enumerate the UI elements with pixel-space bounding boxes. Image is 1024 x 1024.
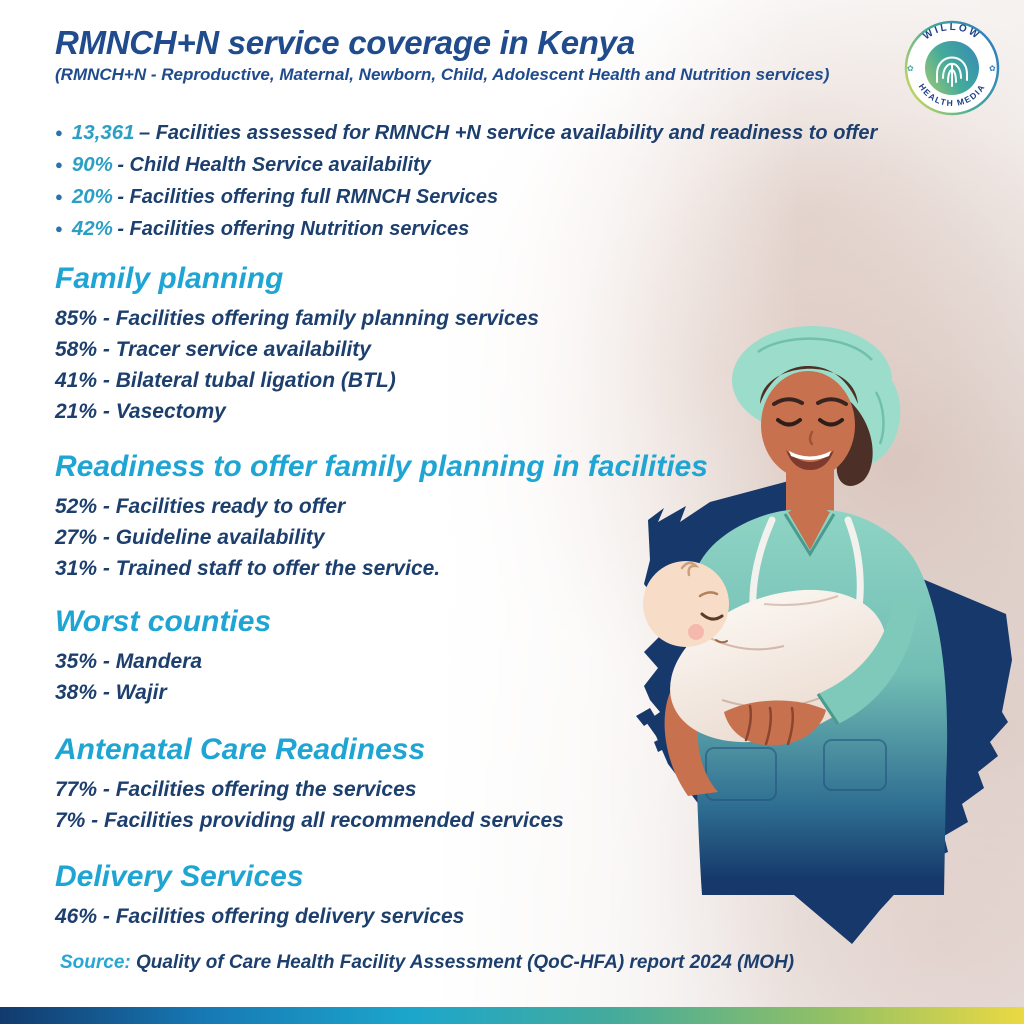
section-readiness-family-planning: Readiness to offer family planning in fa… [55,450,755,584]
logo-leaf-right-icon: ✿ [989,64,996,73]
section-item: 21% - Vasectomy [55,400,226,423]
section-item: 85% - Facilities offering family plannin… [55,307,539,330]
section-heading: Antenatal Care Readiness [55,733,426,766]
bullet-dot-icon: ● [55,125,63,140]
stat-value: 13,361 [71,121,135,144]
page-title: RMNCH+N service coverage in Kenya [55,24,635,61]
key-stat-row: ● 13,361 – Facilities assessed for RMNCH… [55,118,935,150]
section-worst-counties: Worst counties 35% - Mandera 38% - Wajir [55,605,755,708]
stat-value: 90% [71,153,113,176]
section-item: 27% - Guideline availability [55,526,325,549]
bullet-dot-icon: ● [55,189,63,204]
section-item: 7% - Facilities providing all recommende… [55,809,564,832]
section-antenatal-care: Antenatal Care Readiness 77% - Facilitie… [55,733,755,836]
bullet-dot-icon: ● [55,221,63,236]
key-stats-list: ● 13,361 – Facilities assessed for RMNCH… [55,118,935,246]
header: RMNCH+N service coverage in Kenya (RMNCH… [55,24,915,85]
section-heading: Worst counties [55,605,272,638]
section-item: 77% - Facilities offering the services [55,778,417,801]
key-stat-row: ● 42% - Facilities offering Nutrition se… [55,214,935,246]
stat-label: - Facilities offering Nutrition services [117,218,470,240]
stat-label: – Facilities assessed for RMNCH +N servi… [139,122,878,144]
section-item: 58% - Tracer service availability [55,338,371,361]
stat-value: 20% [71,185,113,208]
section-family-planning: Family planning 85% - Facilities offerin… [55,262,755,427]
key-stat-row: ● 90% - Child Health Service availabilit… [55,150,935,182]
section-item: 46% - Facilities offering delivery servi… [55,905,465,928]
stat-label: - Facilities offering full RMNCH Service… [117,186,499,208]
section-item: 41% - Bilateral tubal ligation (BTL) [55,369,396,392]
section-delivery-services: Delivery Services 46% - Facilities offer… [55,860,755,932]
source-line: Source: Quality of Care Health Facility … [60,952,794,974]
willow-tree-icon [936,56,968,87]
stat-label: - Child Health Service availability [117,154,431,176]
bullet-dot-icon: ● [55,157,63,172]
section-item: 35% - Mandera [55,650,203,673]
key-stat-row: ● 20% - Facilities offering full RMNCH S… [55,182,935,214]
willow-health-media-logo: WILLOW HEALTH MEDIA ✿ ✿ [904,20,1000,116]
stat-value: 42% [71,217,113,240]
section-heading: Delivery Services [55,860,304,893]
section-item: 52% - Facilities ready to offer [55,495,346,518]
section-heading: Readiness to offer family planning in fa… [55,450,708,483]
logo-leaf-left-icon: ✿ [907,64,914,73]
footer-gradient-bar [0,1007,1024,1024]
source-text: Quality of Care Health Facility Assessme… [130,952,795,973]
section-item: 31% - Trained staff to offer the service… [55,557,441,580]
source-label: Source: [60,952,131,973]
section-heading: Family planning [55,262,284,295]
page-subtitle: (RMNCH+N - Reproductive, Maternal, Newbo… [55,65,830,84]
section-item: 38% - Wajir [55,681,167,704]
